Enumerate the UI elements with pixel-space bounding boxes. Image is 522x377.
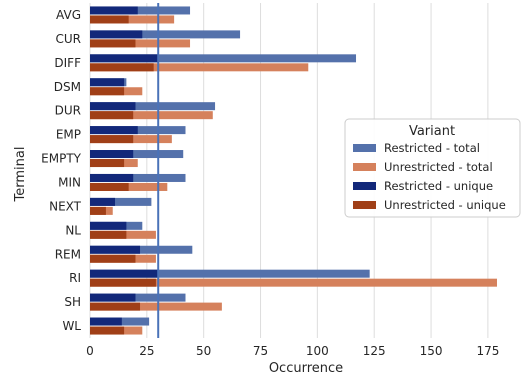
legend-label: Unrestricted - total [384,160,493,174]
bar-unrestricted-unique [90,63,154,72]
bar-restricted-unique [90,6,138,15]
bar-unrestricted-unique [90,182,129,191]
legend-label: Restricted - unique [384,179,493,193]
bar-unrestricted-total [90,39,191,48]
bar-restricted-unique [90,30,143,39]
bar-restricted-total [90,197,152,206]
y-tick-label: DSM [54,80,81,94]
legend-label: Unrestricted - unique [384,198,506,212]
x-tick-label: 0 [86,344,94,358]
bar-unrestricted-unique [90,111,134,120]
bar-unrestricted-unique [90,159,125,168]
x-tick-label: 125 [363,344,386,358]
bar-restricted-unique [90,78,125,87]
bar-unrestricted-total [90,63,309,72]
bar-restricted-unique [90,221,127,230]
bar-restricted-unique [90,150,134,159]
bar-restricted-total [90,54,357,63]
bar-restricted-total [90,150,184,159]
x-tick-label: 75 [253,344,268,358]
x-tick-label: 100 [306,344,329,358]
bar-restricted-total [90,30,241,39]
bar-unrestricted-unique [90,230,127,239]
legend-swatch [353,163,376,171]
bar-restricted-total [90,269,370,278]
bar-restricted-unique [90,197,116,206]
y-tick-label: NL [65,223,81,237]
bar-unrestricted-unique [90,302,141,311]
y-tick-label: CUR [56,32,82,46]
legend-title: Variant [409,124,455,139]
bar-unrestricted-total [90,15,175,24]
bar-restricted-total [90,102,216,111]
bar-restricted-total [90,173,186,182]
bar-restricted-unique [90,245,141,254]
y-tick-label: WL [62,319,81,333]
bar-unrestricted-unique [90,135,134,144]
bar-unrestricted-unique [90,87,125,96]
bar-restricted-unique [90,126,138,135]
y-tick-label: SH [64,295,81,309]
axes: 0 25 50 75 100 125 150 175 AVG CUR DIFF DSM DUR EMP EM… [41,8,499,358]
y-tick-label: RI [69,271,81,285]
x-tick-label: 150 [420,344,443,358]
bar-unrestricted-unique [90,254,136,263]
bar-unrestricted-unique [90,39,136,48]
y-tick-label: NEXT [49,199,82,213]
bar-unrestricted-total [90,302,222,311]
x-tick-label: 50 [196,344,211,358]
bar-restricted-total [90,245,193,254]
legend-swatch [353,201,376,209]
y-tick-label: REM [55,247,81,261]
legend-swatch [353,182,376,190]
bar-unrestricted-unique [90,206,106,215]
bar-unrestricted-unique [90,15,129,24]
legend-items: Restricted - total Unrestricted - total Re… [353,141,506,212]
bar-unrestricted-unique [90,326,125,335]
y-tick-label: AVG [56,8,81,22]
x-axis-title: Occurrence [269,361,343,376]
legend-box [344,118,521,218]
bar-restricted-unique [90,269,159,278]
bar-restricted-total [90,6,191,15]
bar-restricted-unique [90,54,159,63]
legend-swatch [353,144,376,152]
bars [90,6,497,335]
bar-unrestricted-total [90,278,497,287]
bar-restricted-unique [90,317,122,326]
bar-restricted-total [90,293,186,302]
y-tick-label: MIN [58,175,81,189]
y-tick-label: DUR [55,104,81,118]
bar-restricted-unique [90,102,136,111]
bar-restricted-unique [90,293,136,302]
x-tick-label: 175 [476,344,499,358]
y-tick-label: EMPTY [41,152,82,166]
y-tick-label: DIFF [54,56,81,70]
bar-restricted-unique [90,173,134,182]
bar-unrestricted-unique [90,278,156,287]
x-tick-label: 25 [139,344,154,358]
legend: Variant Restricted - total Unrestricted -… [344,118,521,218]
legend-label: Restricted - total [384,141,480,155]
bar-unrestricted-total [90,111,213,120]
y-axis-title: Terminal [13,147,28,203]
y-tick-label: EMP [56,128,81,142]
